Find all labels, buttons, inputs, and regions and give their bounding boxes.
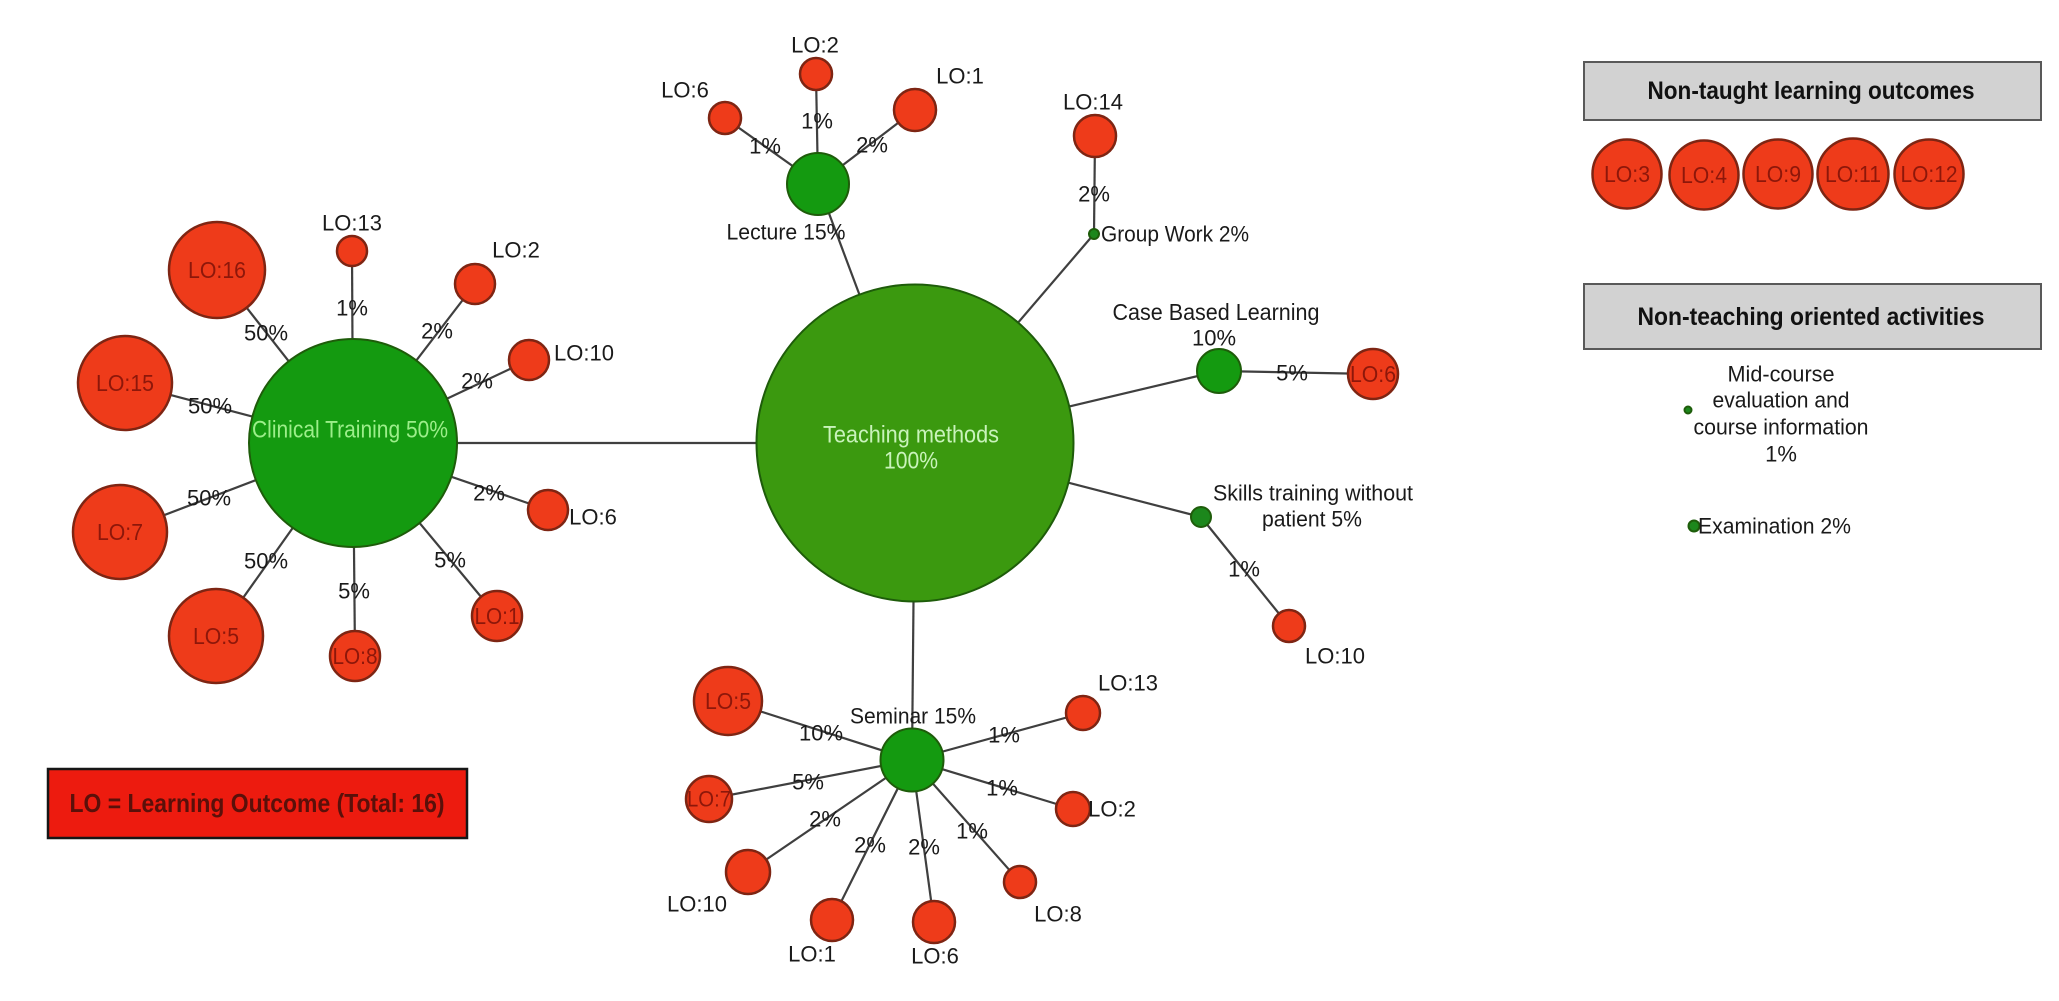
svg-text:5%: 5% bbox=[792, 770, 824, 795]
svg-text:1%: 1% bbox=[988, 723, 1020, 748]
svg-text:2%: 2% bbox=[854, 833, 886, 858]
svg-text:1%: 1% bbox=[1228, 557, 1260, 582]
svg-text:50%: 50% bbox=[188, 394, 232, 419]
svg-text:1%: 1% bbox=[956, 819, 988, 844]
svg-text:Skills training without: Skills training without bbox=[1213, 481, 1413, 506]
svg-text:Seminar 15%: Seminar 15% bbox=[850, 704, 976, 729]
svg-text:Non-taught learning outcomes: Non-taught learning outcomes bbox=[1648, 77, 1975, 105]
svg-text:LO:13: LO:13 bbox=[322, 211, 382, 236]
svg-text:10%: 10% bbox=[799, 721, 843, 746]
svg-text:Mid-course: Mid-course bbox=[1728, 362, 1835, 387]
svg-text:2%: 2% bbox=[809, 807, 841, 832]
svg-text:LO:4: LO:4 bbox=[1681, 162, 1727, 188]
svg-text:5%: 5% bbox=[338, 579, 370, 604]
svg-text:evaluation and: evaluation and bbox=[1713, 388, 1850, 413]
svg-text:LO:10: LO:10 bbox=[667, 892, 727, 917]
svg-text:10%: 10% bbox=[1192, 326, 1236, 351]
svg-text:50%: 50% bbox=[244, 321, 288, 346]
svg-text:LO:1: LO:1 bbox=[936, 64, 984, 89]
svg-text:course information: course information bbox=[1694, 415, 1869, 440]
svg-text:LO:6: LO:6 bbox=[1350, 361, 1396, 387]
svg-text:Group Work 2%: Group Work 2% bbox=[1101, 222, 1249, 247]
svg-text:5%: 5% bbox=[434, 548, 466, 573]
svg-text:LO:14: LO:14 bbox=[1063, 90, 1123, 115]
svg-text:LO:3: LO:3 bbox=[1604, 161, 1650, 187]
svg-text:1%: 1% bbox=[749, 134, 781, 159]
svg-text:2%: 2% bbox=[908, 835, 940, 860]
svg-text:1%: 1% bbox=[1765, 442, 1797, 467]
svg-text:LO:16: LO:16 bbox=[188, 257, 246, 283]
svg-text:2%: 2% bbox=[461, 369, 493, 394]
svg-text:2%: 2% bbox=[421, 319, 453, 344]
svg-text:2%: 2% bbox=[1078, 182, 1110, 207]
svg-text:LO:2: LO:2 bbox=[1088, 797, 1136, 822]
svg-text:LO:10: LO:10 bbox=[554, 341, 614, 366]
svg-text:LO:5: LO:5 bbox=[193, 623, 239, 649]
svg-text:Teaching methods: Teaching methods bbox=[823, 422, 999, 449]
svg-text:Non-teaching oriented activiti: Non-teaching oriented activities bbox=[1638, 303, 1985, 331]
svg-text:50%: 50% bbox=[187, 486, 231, 511]
svg-text:LO:7: LO:7 bbox=[97, 519, 143, 545]
svg-text:Examination 2%: Examination 2% bbox=[1698, 514, 1851, 539]
svg-text:LO:13: LO:13 bbox=[1098, 671, 1158, 696]
svg-text:LO:5: LO:5 bbox=[705, 688, 751, 714]
svg-text:LO:6: LO:6 bbox=[569, 505, 617, 530]
svg-text:LO:8: LO:8 bbox=[1034, 902, 1082, 927]
svg-text:LO:1: LO:1 bbox=[788, 942, 836, 967]
svg-text:LO:15: LO:15 bbox=[96, 370, 154, 396]
svg-text:2%: 2% bbox=[856, 133, 888, 158]
svg-text:Clinical Training 50%: Clinical Training 50% bbox=[252, 417, 448, 444]
svg-text:2%: 2% bbox=[473, 481, 505, 506]
svg-text:1%: 1% bbox=[986, 776, 1018, 801]
svg-text:Lecture 15%: Lecture 15% bbox=[727, 220, 846, 245]
svg-text:patient 5%: patient 5% bbox=[1262, 507, 1362, 532]
svg-text:LO:9: LO:9 bbox=[1755, 161, 1801, 187]
svg-text:50%: 50% bbox=[244, 549, 288, 574]
svg-text:1%: 1% bbox=[801, 109, 833, 134]
svg-text:5%: 5% bbox=[1276, 361, 1308, 386]
svg-text:1%: 1% bbox=[336, 296, 368, 321]
svg-text:LO:6: LO:6 bbox=[661, 78, 709, 103]
svg-text:LO:1: LO:1 bbox=[475, 603, 520, 629]
svg-text:LO:8: LO:8 bbox=[333, 643, 378, 669]
svg-text:LO:2: LO:2 bbox=[492, 238, 540, 263]
svg-text:LO:2: LO:2 bbox=[791, 33, 839, 58]
svg-text:LO:7: LO:7 bbox=[687, 787, 731, 812]
svg-text:Case Based Learning: Case Based Learning bbox=[1113, 299, 1320, 325]
svg-text:LO:12: LO:12 bbox=[1901, 161, 1958, 187]
svg-text:LO:6: LO:6 bbox=[911, 944, 959, 969]
svg-text:LO = Learning Outcome (Total:: LO = Learning Outcome (Total: 16) bbox=[70, 788, 445, 818]
svg-text:LO:10: LO:10 bbox=[1305, 644, 1365, 669]
svg-text:100%: 100% bbox=[884, 448, 938, 475]
svg-text:LO:11: LO:11 bbox=[1825, 161, 1881, 187]
